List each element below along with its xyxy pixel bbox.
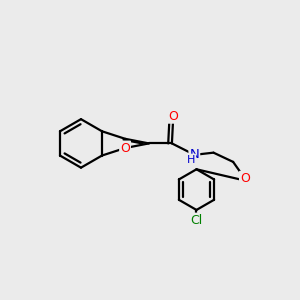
Text: O: O <box>240 172 250 185</box>
Text: O: O <box>120 142 130 154</box>
Text: H: H <box>187 154 195 165</box>
Text: O: O <box>168 110 178 123</box>
Text: N: N <box>189 148 199 161</box>
Text: Cl: Cl <box>190 214 202 226</box>
